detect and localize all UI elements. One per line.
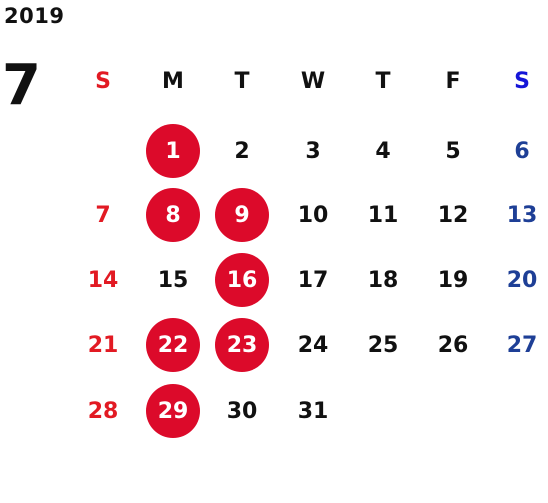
day-cell: 20 <box>506 267 538 293</box>
day-cell: 24 <box>297 332 329 358</box>
weekday-header: S <box>514 68 530 94</box>
day-cell: 21 <box>87 332 119 358</box>
weekday-header: F <box>445 68 461 94</box>
day-cell: 13 <box>506 202 538 228</box>
weekday-header: W <box>300 68 326 94</box>
day-cell: 17 <box>297 267 329 293</box>
day-cell: 28 <box>87 398 119 424</box>
day-cell: 15 <box>157 267 189 293</box>
marked-day-cell: 16 <box>215 253 269 307</box>
day-cell: 27 <box>506 332 538 358</box>
weekday-header: S <box>95 68 111 94</box>
day-cell: 11 <box>367 202 399 228</box>
day-cell: 25 <box>367 332 399 358</box>
marked-day-cell: 8 <box>146 188 200 242</box>
year-label: 2019 <box>4 4 65 28</box>
day-cell: 7 <box>95 202 111 228</box>
day-cell: 3 <box>305 138 321 164</box>
marked-day-cell: 9 <box>215 188 269 242</box>
weekday-header: T <box>375 68 391 94</box>
day-cell: 4 <box>375 138 391 164</box>
weekday-header: T <box>234 68 250 94</box>
day-cell: 14 <box>87 267 119 293</box>
day-cell: 26 <box>437 332 469 358</box>
day-cell: 19 <box>437 267 469 293</box>
marked-day-cell: 1 <box>146 124 200 178</box>
day-cell: 6 <box>514 138 530 164</box>
day-cell: 10 <box>297 202 329 228</box>
day-cell: 31 <box>297 398 329 424</box>
month-label: 7 <box>2 53 41 118</box>
day-cell: 30 <box>226 398 258 424</box>
day-cell: 18 <box>367 267 399 293</box>
marked-day-cell: 22 <box>146 318 200 372</box>
weekday-header: M <box>162 68 184 94</box>
day-cell: 12 <box>437 202 469 228</box>
day-cell: 5 <box>445 138 461 164</box>
marked-day-cell: 29 <box>146 384 200 438</box>
marked-day-cell: 23 <box>215 318 269 372</box>
day-cell: 2 <box>234 138 250 164</box>
